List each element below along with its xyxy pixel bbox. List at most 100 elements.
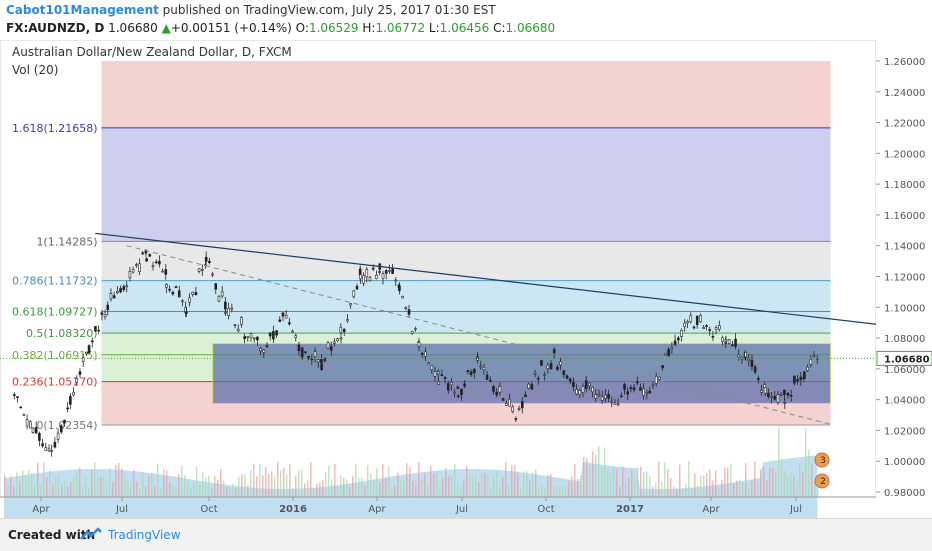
volume-bar: [55, 476, 57, 497]
candle-body: [658, 376, 661, 380]
resistance-trendline[interactable]: [95, 232, 877, 325]
price-axis-label: 1.16000: [884, 211, 925, 222]
candle-body: [407, 309, 411, 315]
candle-body: [702, 327, 705, 329]
last-price: 1.06680: [108, 21, 158, 35]
candle-body: [581, 386, 585, 393]
candle-body: [783, 402, 787, 404]
candle-body: [310, 358, 314, 361]
price-axis-label: 1.20000: [884, 149, 925, 160]
volume-bar: [592, 451, 594, 497]
candle-body: [59, 425, 63, 433]
candle-body: [106, 304, 110, 311]
candle-body: [623, 384, 626, 390]
candle-body: [796, 379, 799, 382]
volume-bar: [253, 463, 255, 497]
volume-bar: [616, 469, 618, 497]
volume-bar: [538, 488, 540, 497]
volume-bar: [715, 470, 717, 497]
volume-bar: [175, 486, 177, 497]
candle-body: [404, 307, 408, 309]
volume-bar: [217, 479, 219, 497]
candle-body: [568, 378, 572, 382]
candle-body: [511, 406, 514, 412]
candle-body: [16, 396, 19, 398]
candle-body: [711, 335, 715, 338]
volume-bar: [262, 475, 264, 497]
event-marker-icon[interactable]: [814, 473, 830, 489]
volume-bar: [97, 476, 99, 497]
volume-bar: [673, 486, 675, 497]
volume-bar: [34, 484, 36, 497]
candle-body: [757, 378, 760, 380]
candle-body: [288, 322, 291, 325]
candle-body: [401, 295, 404, 299]
volume-bar: [169, 482, 171, 497]
volume-bar: [364, 485, 366, 497]
price-change: +0.00151 (+0.14%): [170, 21, 292, 35]
volume-bar: [202, 471, 204, 497]
candle-body: [626, 391, 630, 395]
volume-bar: [760, 469, 762, 497]
candle-body: [721, 337, 724, 342]
volume-bar: [244, 474, 246, 497]
candle-body: [414, 328, 417, 330]
volume-bar: [85, 476, 87, 497]
price-axis-label: 1.06000: [884, 365, 925, 376]
candle-body: [767, 392, 770, 397]
candle-body: [546, 364, 550, 370]
dashed-trendline[interactable]: [126, 245, 831, 425]
candle-body: [56, 432, 60, 440]
candle-body: [188, 297, 191, 303]
volume-bar: [766, 480, 768, 497]
price-chart[interactable]: 1.618(1.21658) 1(1.14285) 0.786(1.11732) 0.…: [0, 40, 932, 518]
candle-body: [28, 421, 32, 429]
candle-body: [365, 269, 369, 278]
symbol-label[interactable]: FX:AUDNZD, D: [6, 21, 105, 35]
volume-bar: [361, 478, 363, 497]
candle-body: [236, 328, 240, 332]
candle-body: [783, 389, 786, 395]
volume-bar: [145, 486, 147, 497]
volume-bar: [541, 485, 543, 497]
volume-bar: [745, 463, 747, 497]
candle-body: [584, 380, 588, 389]
volume-bar: [196, 466, 198, 497]
price-axis[interactable]: [876, 40, 932, 518]
volume-bar: [49, 470, 51, 497]
candle-body: [708, 329, 712, 331]
price-axis-label: 1.00000: [884, 457, 925, 468]
candle-body: [278, 319, 282, 322]
candle-body: [770, 395, 773, 398]
event-marker-icon[interactable]: [814, 452, 830, 468]
fib-level-label-0: 0(1.02354): [36, 419, 97, 432]
volume-bar: [445, 467, 447, 497]
open-label: O:: [295, 21, 309, 35]
volume-bar: [241, 473, 243, 497]
candle-body: [87, 345, 91, 354]
volume-bar: [214, 476, 216, 497]
volume-bar: [328, 465, 330, 497]
volume-bar: [532, 472, 534, 497]
candle-body: [391, 268, 394, 274]
tradingview-brand[interactable]: TradingView: [108, 528, 181, 542]
volume-bar: [640, 466, 642, 497]
price-axis-label: 1.08000: [884, 334, 925, 345]
volume-bar: [154, 485, 156, 497]
candle-body: [533, 372, 537, 375]
candle-body: [214, 283, 218, 290]
volume-bar: [568, 480, 570, 497]
high-label: H:: [362, 21, 376, 35]
candle-body: [371, 267, 375, 270]
tradingview-logo-icon: [80, 527, 102, 540]
volume-bar: [424, 473, 426, 497]
author-link[interactable]: Cabot101Management: [6, 3, 159, 17]
volume-bar: [73, 475, 75, 497]
volume-bar: [598, 446, 600, 497]
volume-bar: [379, 482, 381, 497]
candle-body: [806, 366, 809, 371]
candle-body: [724, 338, 728, 342]
candle-body: [272, 331, 275, 340]
candle-body: [616, 403, 620, 406]
volume-bar: [46, 477, 48, 497]
